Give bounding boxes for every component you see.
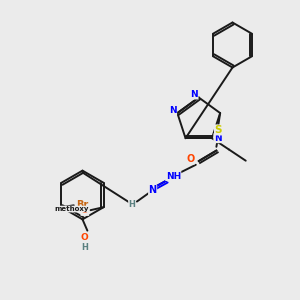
Text: H: H <box>81 243 88 252</box>
Text: O: O <box>186 154 194 164</box>
Text: methoxy: methoxy <box>55 206 89 212</box>
Text: H: H <box>129 200 136 209</box>
Text: N: N <box>190 90 198 99</box>
Text: O: O <box>81 206 89 215</box>
Text: Br: Br <box>76 200 88 210</box>
Text: O: O <box>81 233 88 242</box>
Text: NH: NH <box>166 172 181 181</box>
Text: N: N <box>169 106 177 115</box>
Text: N: N <box>214 134 221 143</box>
Text: N: N <box>148 185 157 195</box>
Text: S: S <box>214 125 222 135</box>
